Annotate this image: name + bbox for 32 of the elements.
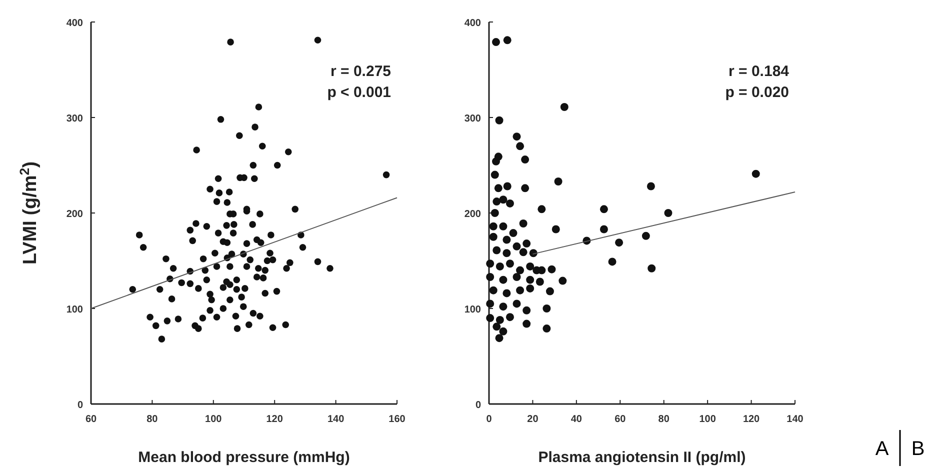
x-tick-label: 80	[658, 414, 670, 425]
y-tick-label: 400	[66, 18, 84, 29]
x-tick-label: 20	[527, 414, 539, 425]
x-axis-title: Plasma angiotensin II (pg/ml)	[538, 449, 746, 466]
x-tick-label: 80	[146, 414, 158, 425]
y-tick-label: 100	[464, 304, 482, 316]
x-axis-title: Mean blood pressure (mmHg)	[138, 449, 350, 466]
x-tick-label: 140	[786, 414, 804, 425]
annotation: r = 0.275	[330, 63, 391, 80]
annotation: r = 0.184	[728, 63, 790, 80]
y-tick-label: 100	[66, 304, 84, 316]
x-tick-label: 0	[486, 414, 492, 425]
text: A	[875, 438, 890, 460]
x-tick-label: 60	[614, 414, 626, 425]
x-tick-label: 120	[266, 414, 284, 425]
y-tick-label: 200	[464, 209, 482, 220]
x-tick-label: 40	[570, 414, 582, 425]
x-tick-label: 100	[699, 414, 716, 425]
text: B	[911, 438, 925, 460]
y-tick-label: 200	[66, 209, 84, 220]
y-tick-label: 400	[464, 18, 482, 29]
x-tick-label: 60	[85, 414, 97, 425]
x-tick-label: 100	[205, 414, 222, 425]
y-tick-label: 0	[77, 400, 84, 411]
annotation: p < 0.001	[327, 84, 391, 101]
y-tick-label: 300	[66, 114, 84, 124]
x-tick-label: 120	[742, 414, 760, 425]
x-tick-label: 140	[327, 414, 345, 425]
y-tick-label: 300	[464, 114, 482, 124]
y-tick-label: 0	[475, 400, 482, 411]
annotation: p = 0.020	[725, 84, 789, 101]
x-tick-label: 160	[388, 414, 406, 425]
